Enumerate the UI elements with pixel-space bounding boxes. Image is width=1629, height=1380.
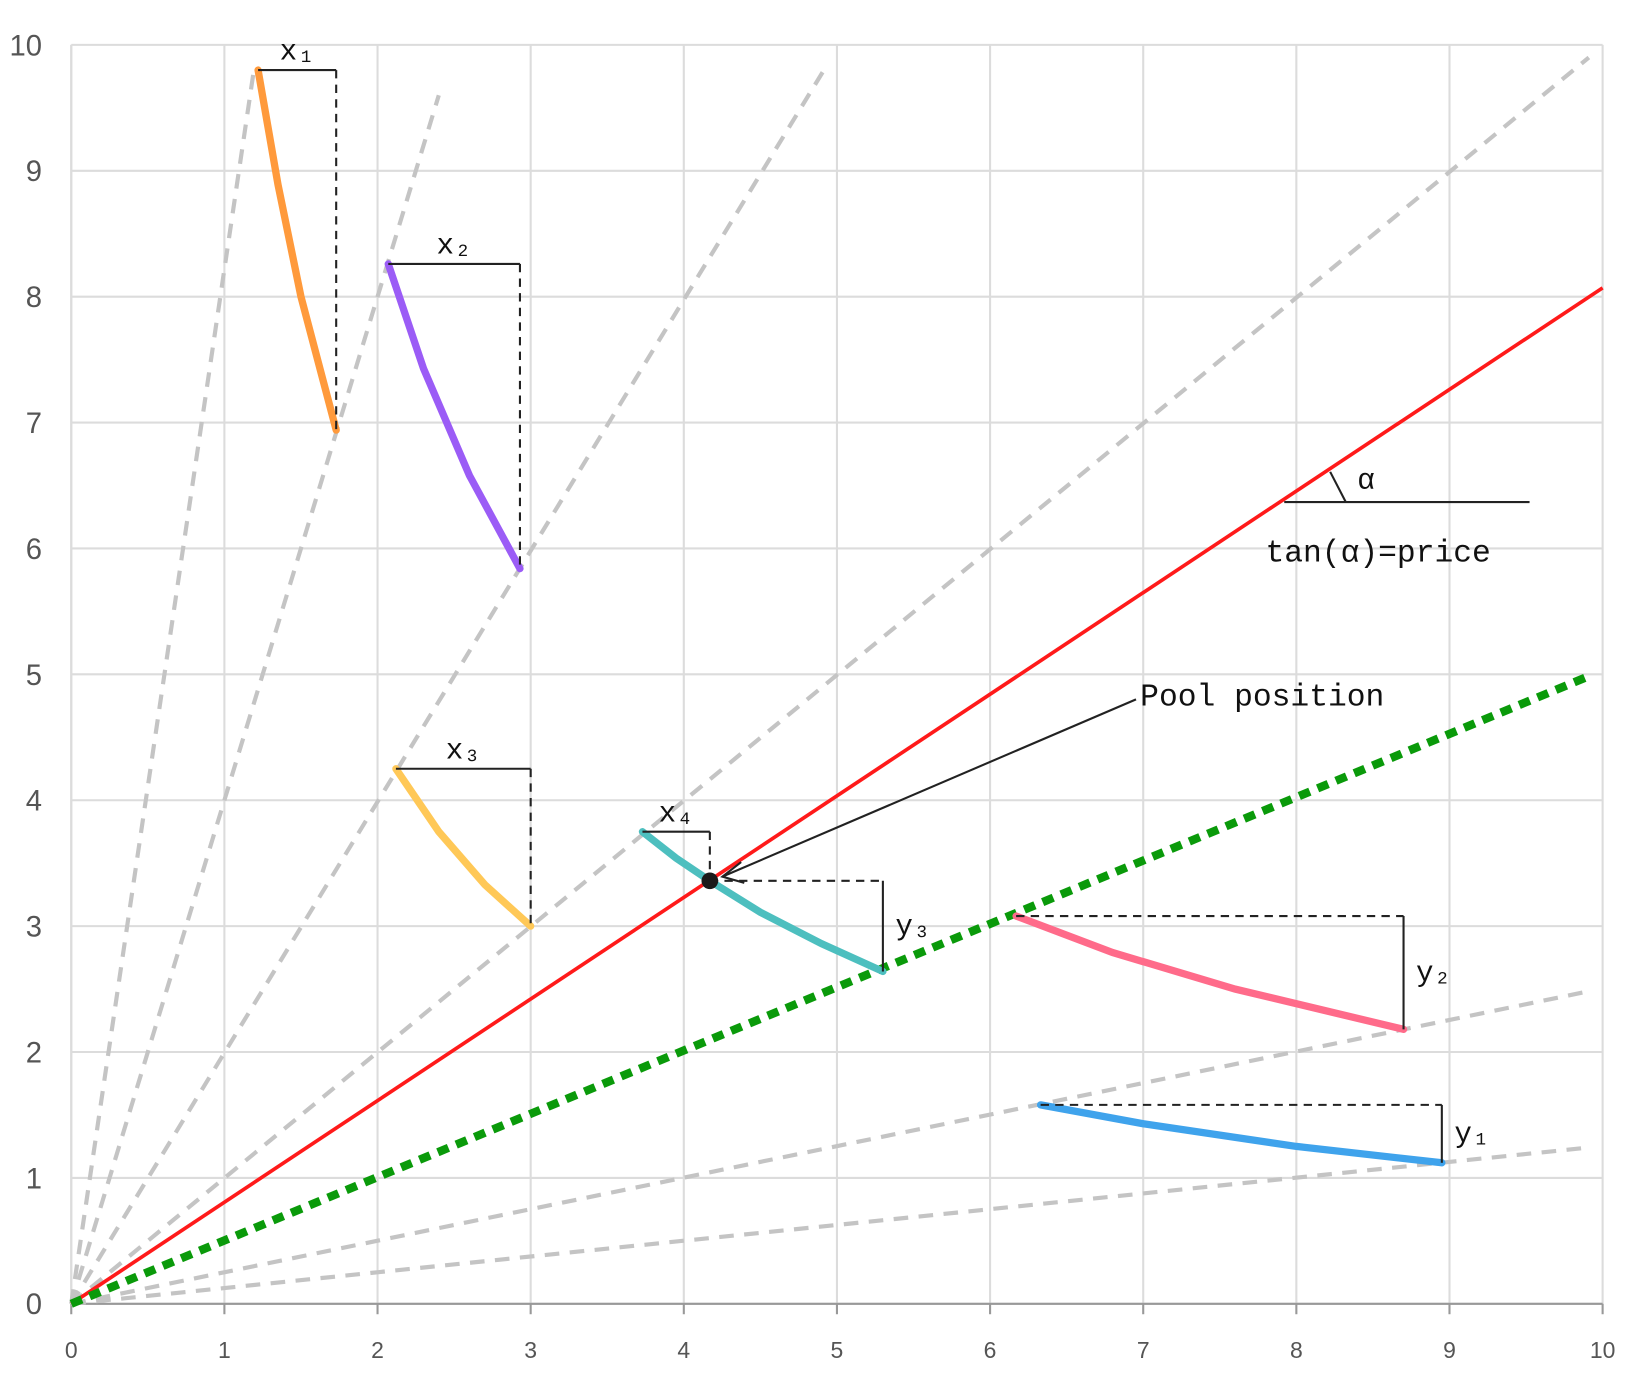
annotation-label: Pool position	[1140, 681, 1384, 716]
y-tick-label: 2	[26, 1037, 42, 1069]
pool-position	[701, 872, 719, 890]
annotation-arrow	[721, 698, 1137, 878]
price-line	[70, 286, 1604, 1306]
y-tick-label: 6	[26, 534, 42, 566]
y-tick-label: 9	[26, 156, 42, 188]
bracket-label: y₂	[1416, 957, 1451, 990]
y-tick-label: 0	[26, 1289, 42, 1321]
x-tick-label: 4	[677, 1337, 690, 1363]
x-tick-label: 0	[65, 1337, 78, 1363]
reference-ray	[70, 989, 1588, 1306]
bracket-label: x₃	[446, 734, 481, 767]
reference-ray	[69, 72, 256, 1305]
pool-price-line	[69, 673, 1589, 1308]
x-tick-label: 1	[218, 1337, 231, 1363]
y-tick-label: 8	[26, 282, 42, 314]
y-tick-label: 1	[26, 1163, 42, 1195]
reference-ray	[71, 1145, 1588, 1306]
liquidity-curve	[1036, 1101, 1446, 1167]
liquidity-curve	[706, 877, 887, 976]
angle-arc	[1329, 471, 1347, 503]
x-tick-label: 9	[1443, 1337, 1456, 1363]
x-tick-label: 3	[524, 1337, 537, 1363]
reference-ray	[69, 70, 825, 1305]
reference-ray	[69, 94, 441, 1305]
angle-label: α	[1357, 465, 1375, 498]
bracket-label: y₃	[895, 910, 930, 943]
x-tick-label: 7	[1137, 1337, 1150, 1363]
bracket-label: y₁	[1454, 1118, 1489, 1151]
liquidity-curve	[384, 260, 524, 573]
arrow-head	[720, 861, 745, 884]
y-tick-label: 10	[10, 30, 43, 62]
reference-ray	[69, 55, 1591, 1306]
y-tick-label: 4	[26, 786, 42, 818]
x-tick-label: 10	[1590, 1337, 1616, 1363]
y-tick-label: 3	[26, 912, 42, 944]
angle-caption: tan(α)=price	[1265, 537, 1490, 572]
bracket-label: x₂	[437, 229, 472, 262]
x-tick-label: 2	[371, 1337, 384, 1363]
bracket-label: x₁	[280, 36, 315, 69]
bracket-label: x₄	[659, 797, 694, 830]
x-tick-label: 5	[831, 1337, 844, 1363]
y-tick-label: 7	[26, 408, 42, 440]
x-tick-label: 8	[1290, 1337, 1303, 1363]
y-tick-label: 5	[26, 660, 42, 692]
liquidity-curve	[638, 828, 714, 885]
liquidity-curve	[392, 765, 535, 930]
x-tick-label: 6	[984, 1337, 997, 1363]
liquidity-curve	[1012, 912, 1408, 1034]
liquidity-curve	[254, 66, 340, 434]
